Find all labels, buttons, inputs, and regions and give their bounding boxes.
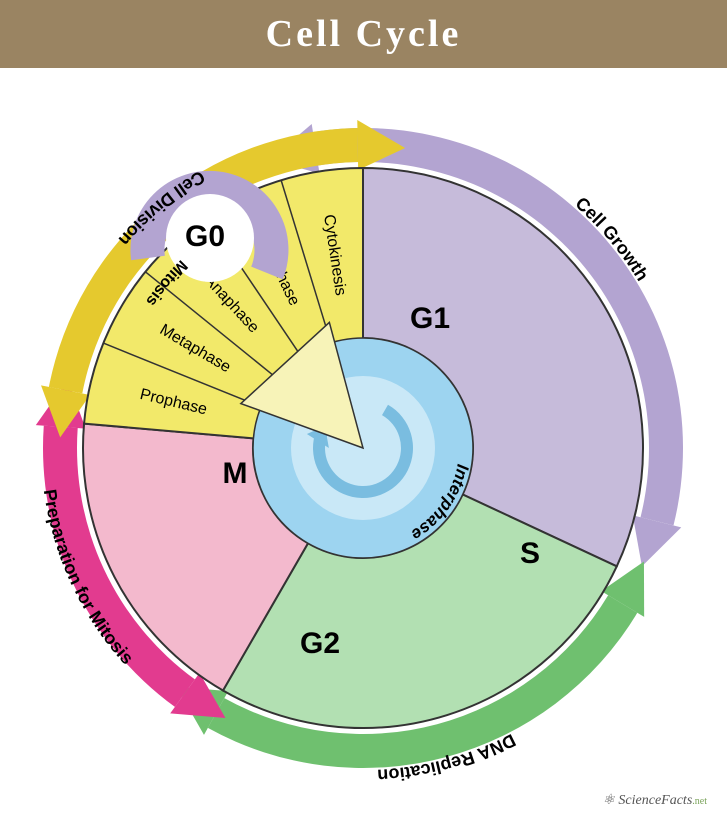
phase-label-M: M xyxy=(223,457,248,490)
attribution: ⚛ ScienceFacts.net xyxy=(0,788,727,819)
g0-label: G0 xyxy=(185,220,225,253)
page-title: Cell Cycle xyxy=(0,0,727,68)
phase-label-G2: G2 xyxy=(300,627,340,660)
atom-icon: ⚛ xyxy=(602,793,615,808)
phase-label-G1: G1 xyxy=(410,302,450,335)
cell-cycle-diagram: CytokinesisTelophaseAnaphaseMetaphasePro… xyxy=(0,68,727,788)
brand-suffix: .net xyxy=(692,796,707,807)
phase-label-S: S xyxy=(520,537,540,570)
brand-name: ScienceFacts xyxy=(618,793,692,808)
